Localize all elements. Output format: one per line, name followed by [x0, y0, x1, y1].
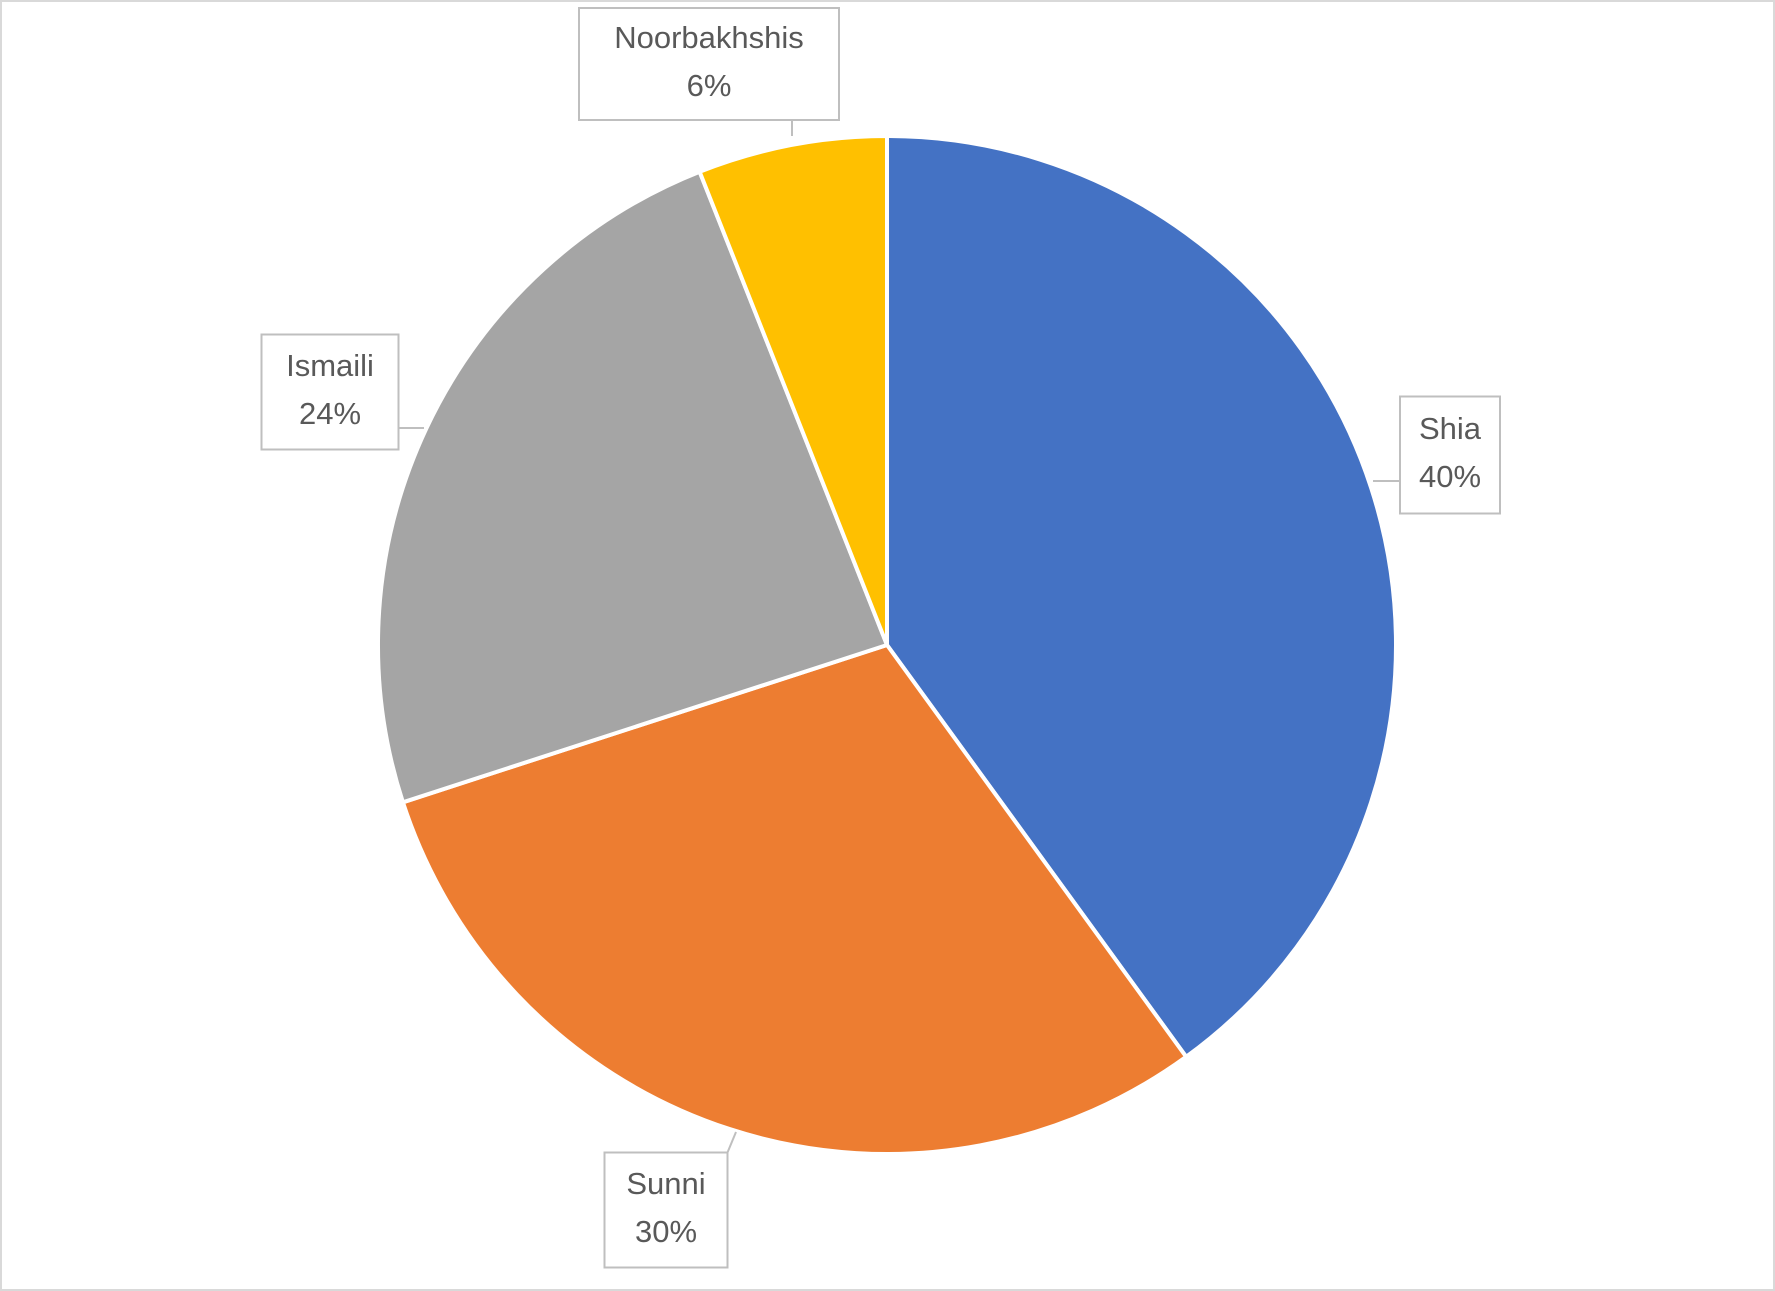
label-box: [1399, 395, 1501, 515]
category-label: Sunni: [626, 1166, 705, 1201]
label-pointer: [726, 1131, 737, 1153]
pie-slice: [697, 134, 889, 647]
category-label: Noorbakhshis: [614, 20, 804, 55]
label-box: [578, 7, 840, 121]
label-box: [603, 1151, 729, 1269]
value-label: 40%: [1419, 459, 1481, 494]
label-box: [260, 333, 400, 451]
value-label: 30%: [635, 1214, 697, 1249]
pie-slice: [400, 643, 1189, 1156]
category-label: Shia: [1419, 411, 1482, 446]
value-label: 24%: [299, 396, 361, 431]
pie-slice: [885, 134, 1398, 1059]
pie-slice: [376, 169, 889, 805]
value-label: 6%: [687, 68, 732, 103]
category-label: Ismaili: [286, 348, 374, 383]
